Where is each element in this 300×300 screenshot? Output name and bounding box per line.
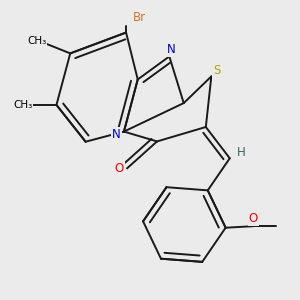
- Text: H: H: [237, 146, 246, 159]
- Text: CH₃: CH₃: [13, 100, 32, 110]
- Text: S: S: [213, 64, 220, 77]
- Text: N: N: [112, 128, 121, 141]
- Text: CH₃: CH₃: [27, 36, 46, 46]
- Text: O: O: [249, 212, 258, 225]
- Text: O: O: [115, 162, 124, 175]
- Text: N: N: [167, 43, 175, 56]
- Text: Br: Br: [133, 11, 146, 24]
